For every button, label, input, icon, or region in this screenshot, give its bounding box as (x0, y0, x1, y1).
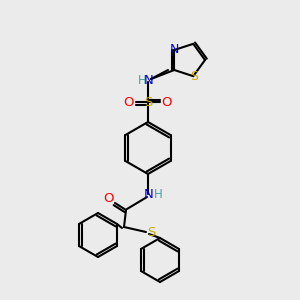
Text: O: O (162, 95, 172, 109)
Text: S: S (147, 226, 155, 239)
Text: S: S (144, 95, 152, 109)
Text: S: S (190, 70, 198, 83)
Text: N: N (144, 188, 154, 200)
Text: H: H (138, 74, 146, 88)
Text: O: O (104, 191, 114, 205)
Text: N: N (144, 74, 154, 88)
Text: O: O (124, 95, 134, 109)
Text: H: H (154, 188, 162, 200)
Text: N: N (169, 43, 179, 56)
